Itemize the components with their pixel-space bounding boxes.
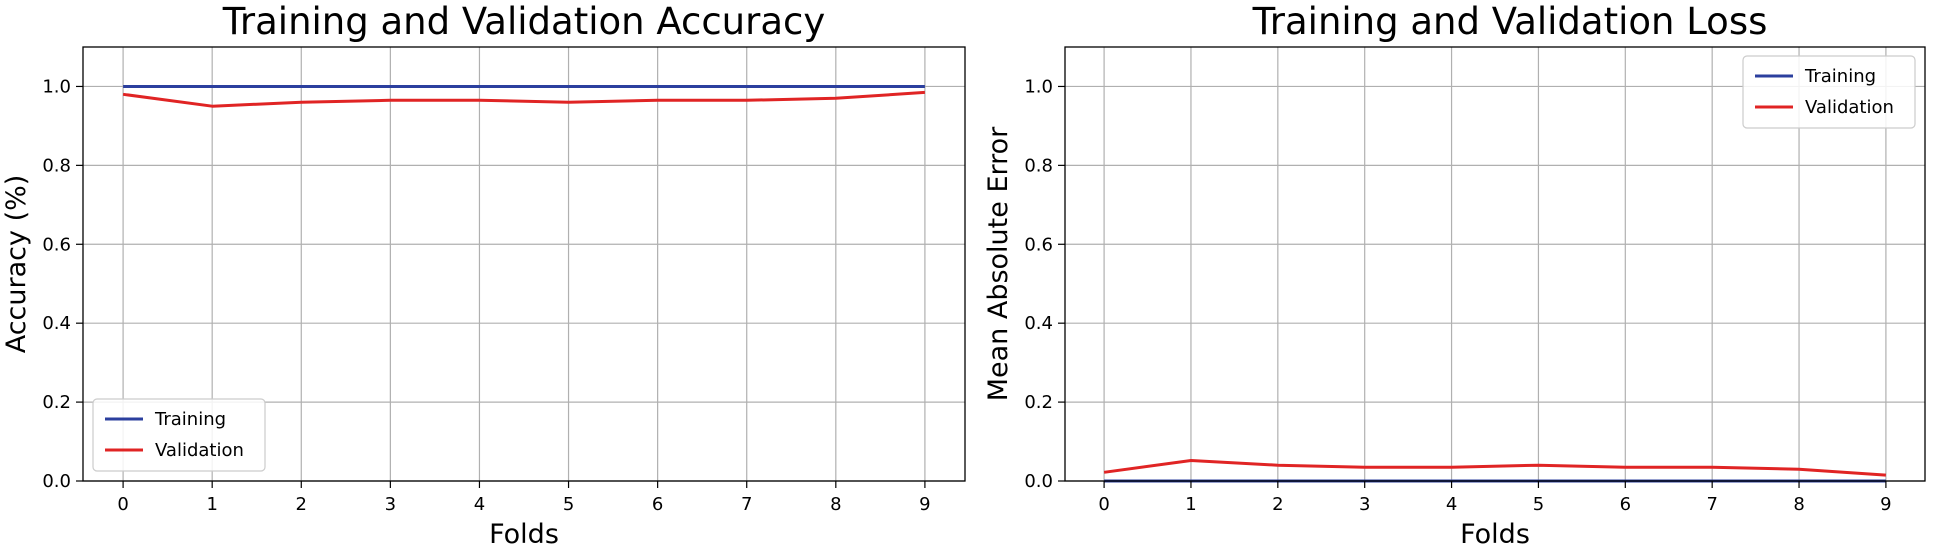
accuracy-chart: Training and Validation Accuracy 0 1 2 3 4 5 6 7… bbox=[1, 0, 966, 549]
loss-xtick-label-8: 8 bbox=[1793, 494, 1804, 515]
accuracy-ytick-label-2: 0.4 bbox=[42, 313, 71, 334]
loss-legend-box bbox=[1742, 55, 1916, 129]
accuracy-xtick-label-0: 0 bbox=[117, 494, 128, 515]
loss-ytick-label-2: 0.4 bbox=[1024, 313, 1053, 334]
loss-xtick-label-1: 1 bbox=[1185, 494, 1196, 515]
accuracy-legend-box bbox=[92, 398, 266, 472]
accuracy-xtick-label-2: 2 bbox=[296, 494, 307, 515]
accuracy-ytick-label-0: 0.0 bbox=[42, 471, 71, 492]
loss-legend-label-training: Training bbox=[1804, 66, 1876, 87]
accuracy-ytick-label-1: 0.2 bbox=[42, 392, 71, 413]
accuracy-legend: Training Validation bbox=[92, 398, 266, 472]
loss-xtick-label-2: 2 bbox=[1272, 494, 1283, 515]
loss-xtick-label-6: 6 bbox=[1620, 494, 1631, 515]
accuracy-xtick-label-9: 9 bbox=[919, 494, 930, 515]
accuracy-xtick-label-3: 3 bbox=[385, 494, 396, 515]
accuracy-legend-label-validation: Validation bbox=[155, 440, 244, 461]
accuracy-xtick-label-6: 6 bbox=[652, 494, 663, 515]
loss-y-axis-label: Mean Absolute Error bbox=[983, 126, 1014, 401]
loss-xtick-label-5: 5 bbox=[1533, 494, 1544, 515]
loss-ytick-label-3: 0.6 bbox=[1024, 234, 1053, 255]
loss-series-validation-line bbox=[1103, 459, 1887, 477]
loss-ytick-label-0: 0.0 bbox=[1024, 471, 1053, 492]
loss-xtick-label-7: 7 bbox=[1706, 494, 1717, 515]
accuracy-xtick-label-1: 1 bbox=[206, 494, 217, 515]
loss-legend: Training Validation bbox=[1742, 55, 1916, 129]
loss-xtick-label-4: 4 bbox=[1446, 494, 1457, 515]
loss-x-axis-label: Folds bbox=[1460, 519, 1530, 549]
loss-ytick-label-1: 0.2 bbox=[1024, 392, 1053, 413]
loss-legend-label-validation: Validation bbox=[1805, 97, 1894, 118]
accuracy-xtick-label-4: 4 bbox=[474, 494, 485, 515]
loss-ytick-label-4: 0.8 bbox=[1024, 155, 1053, 176]
loss-chart-title: Training and Validation Loss bbox=[1252, 0, 1768, 43]
accuracy-series-validation-line bbox=[122, 90, 925, 108]
loss-plot-frame bbox=[1064, 46, 1926, 482]
loss-chart: Training and Validation Loss 0 1 2 3 4 5 6 7 8 9 0.… bbox=[983, 0, 1926, 549]
accuracy-x-axis-label: Folds bbox=[489, 519, 559, 549]
accuracy-y-axis-label: Accuracy (%) bbox=[1, 175, 32, 354]
loss-xtick-label-3: 3 bbox=[1359, 494, 1370, 515]
accuracy-legend-label-training: Training bbox=[154, 409, 226, 430]
accuracy-xtick-label-7: 7 bbox=[741, 494, 752, 515]
accuracy-ytick-label-5: 1.0 bbox=[42, 76, 71, 97]
accuracy-ytick-label-3: 0.6 bbox=[42, 234, 71, 255]
accuracy-xtick-label-5: 5 bbox=[563, 494, 574, 515]
accuracy-xtick-label-8: 8 bbox=[830, 494, 841, 515]
loss-xtick-label-9: 9 bbox=[1880, 494, 1891, 515]
loss-ytick-label-5: 1.0 bbox=[1024, 76, 1053, 97]
loss-xtick-label-0: 0 bbox=[1098, 494, 1109, 515]
accuracy-plot-frame bbox=[82, 46, 966, 482]
accuracy-chart-title: Training and Validation Accuracy bbox=[222, 0, 826, 43]
accuracy-ytick-label-4: 0.8 bbox=[42, 155, 71, 176]
